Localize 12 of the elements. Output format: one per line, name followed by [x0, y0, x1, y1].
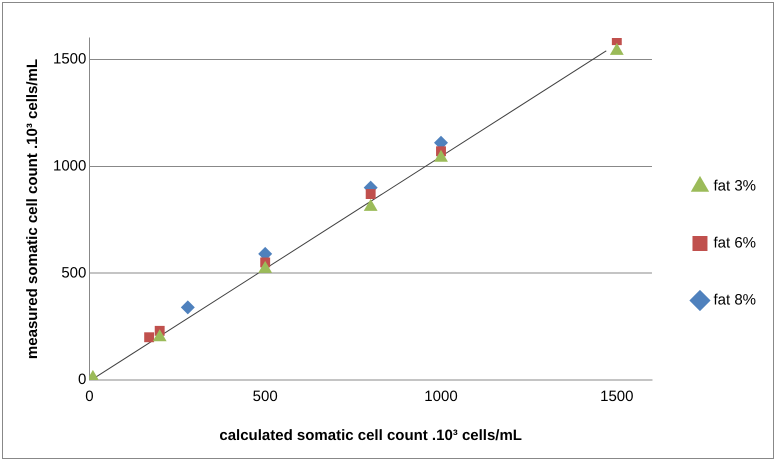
- legend-label: fat 6%: [713, 234, 756, 252]
- y-tick-label: 500: [61, 264, 86, 282]
- y-tick-label: 1000: [52, 157, 86, 174]
- x-tick-label: 1000: [424, 388, 458, 406]
- y-axis-title: measured somatic cell count .10³ cells/mL: [24, 58, 42, 360]
- y-tick-label: 0: [78, 371, 86, 388]
- x-axis-title: calculated somatic cell count .10³ cells/mL: [219, 427, 522, 444]
- legend-label: fat 3%: [713, 178, 756, 195]
- x-tick-label: 500: [252, 388, 278, 406]
- y-tick-label: 1500: [52, 50, 86, 68]
- legend-label: fat 8%: [713, 292, 756, 309]
- x-tick-label: 1500: [600, 388, 634, 406]
